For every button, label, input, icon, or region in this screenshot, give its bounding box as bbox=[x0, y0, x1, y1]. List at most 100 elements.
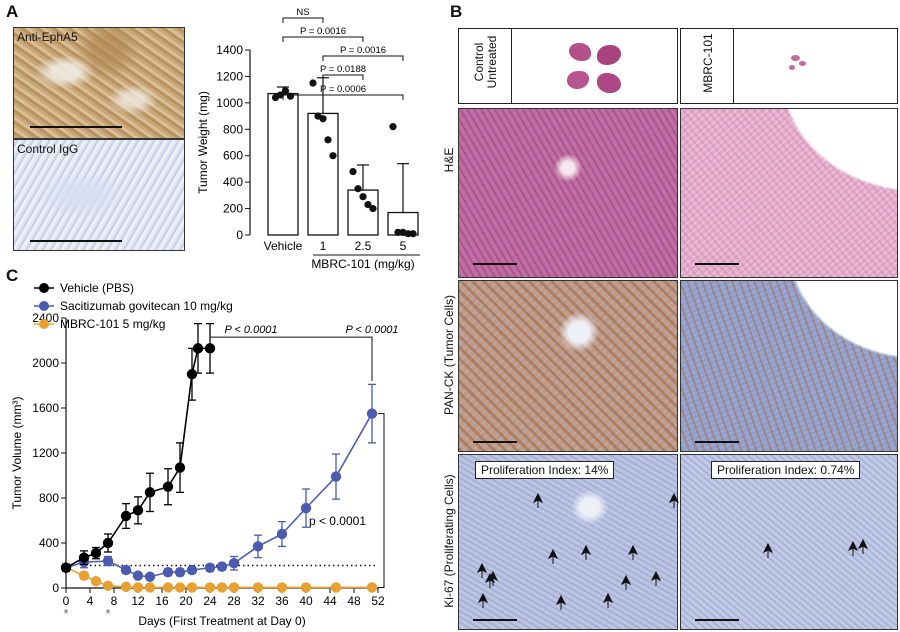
data-point bbox=[329, 152, 337, 160]
y-tick-label: 0 bbox=[52, 581, 59, 595]
data-point bbox=[162, 481, 174, 492]
y-tick-label: 1600 bbox=[32, 401, 59, 415]
ihc-control-igg-image: Control IgG bbox=[13, 139, 185, 251]
arrow-icon bbox=[650, 570, 662, 586]
header-control-untreated-box: Control Untreated bbox=[458, 28, 678, 104]
data-point bbox=[409, 230, 417, 238]
tissue-sample-control bbox=[569, 43, 591, 61]
data-point bbox=[330, 471, 342, 482]
tissue-sample-mbrc101 bbox=[791, 55, 800, 61]
data-point bbox=[102, 555, 114, 567]
y-tick-label: 1000 bbox=[216, 96, 243, 110]
comparison-bracket bbox=[322, 74, 364, 80]
arrow-icon bbox=[555, 594, 567, 610]
x-tick-label: 12 bbox=[131, 594, 145, 608]
x-tick-label: 16 bbox=[155, 594, 169, 608]
header-mbrc101: MBRC-101 bbox=[701, 33, 715, 93]
comparison-label: P = 0.0016 bbox=[340, 45, 386, 56]
proliferation-index-control: Proliferation Index: 14% bbox=[475, 461, 615, 479]
arrow-icon bbox=[762, 542, 774, 558]
data-point bbox=[144, 582, 156, 593]
arrow-icon bbox=[547, 548, 559, 564]
tissue-sample-mbrc101 bbox=[799, 61, 806, 66]
panel-letter-c: C bbox=[6, 266, 19, 285]
comparison-bracket bbox=[378, 413, 385, 588]
x-tick-label: 20 bbox=[179, 594, 193, 608]
legend-label: Vehicle (PBS) bbox=[60, 281, 134, 295]
x-tick-label: 40 bbox=[299, 594, 313, 608]
scale-bar bbox=[695, 619, 739, 621]
data-point bbox=[319, 115, 327, 123]
data-point bbox=[359, 193, 367, 201]
data-point bbox=[366, 582, 378, 593]
arrow-icon bbox=[477, 592, 489, 608]
arrow-icon bbox=[847, 540, 859, 556]
data-point bbox=[186, 582, 198, 593]
y-tick-label: 600 bbox=[223, 149, 243, 163]
x-tick-label: 0 bbox=[63, 594, 70, 608]
x-tick-label: 44 bbox=[323, 594, 337, 608]
panel-letter-a: A bbox=[6, 2, 19, 21]
comparison-bracket bbox=[282, 94, 404, 100]
data-point bbox=[192, 343, 204, 354]
y-tick-label: 2400 bbox=[32, 311, 59, 325]
scale-bar bbox=[473, 619, 517, 621]
y-tick-label: 1200 bbox=[32, 446, 59, 460]
panel-letter-b: B bbox=[450, 2, 463, 21]
data-point bbox=[102, 537, 114, 549]
y-axis-title: Tumor Volume (mm³) bbox=[10, 397, 24, 510]
x-axis-title: MBRC-101 (mg/kg) bbox=[311, 257, 414, 271]
legend-label: Sacitizumab govitecan 10 mg/kg bbox=[60, 299, 233, 313]
data-point bbox=[276, 582, 288, 593]
data-point bbox=[286, 92, 295, 100]
legend-swatch-marker bbox=[39, 283, 49, 293]
scale-bar bbox=[695, 263, 739, 265]
comparison-bracket bbox=[209, 336, 373, 381]
data-point bbox=[324, 136, 332, 144]
tissue-sample-control bbox=[597, 45, 621, 65]
data-point bbox=[90, 576, 102, 587]
data-point bbox=[404, 230, 412, 238]
x-tick-label: 1 bbox=[320, 239, 327, 253]
comparison-label: P = 0.0016 bbox=[300, 26, 346, 37]
bar bbox=[267, 92, 299, 236]
he-control-image bbox=[458, 108, 678, 278]
arrow-icon bbox=[484, 572, 496, 588]
data-point bbox=[216, 561, 228, 572]
data-point bbox=[228, 582, 240, 593]
ki67-mbrc101-image: Proliferation Index: 0.74% bbox=[680, 454, 898, 630]
ihc-anti-epha5-image: Anti-EphA5 bbox=[13, 27, 185, 139]
data-point bbox=[90, 547, 102, 559]
x-axis-title: Days (First Treatment at Day 0) bbox=[138, 614, 305, 628]
data-point bbox=[252, 582, 264, 593]
data-point bbox=[144, 571, 156, 582]
scale-bar bbox=[473, 263, 517, 265]
data-point bbox=[281, 87, 290, 95]
data-point bbox=[228, 558, 240, 569]
data-point bbox=[174, 462, 186, 473]
y-tick-label: 0 bbox=[236, 228, 243, 242]
y-tick-label: 800 bbox=[223, 122, 243, 136]
header-mbrc101-box: MBRC-101 bbox=[680, 28, 898, 104]
data-point bbox=[276, 528, 288, 540]
scale-bar bbox=[30, 240, 122, 242]
arrow-icon bbox=[532, 492, 544, 508]
stain-label-anti-epha5: Anti-EphA5 bbox=[17, 30, 78, 44]
data-point bbox=[60, 562, 72, 573]
x-tick-label: Vehicle bbox=[264, 239, 303, 253]
data-point bbox=[120, 581, 132, 593]
y-tick-label: 400 bbox=[223, 175, 243, 189]
comparison-bracket bbox=[282, 17, 324, 23]
y-tick-label: 1400 bbox=[216, 43, 243, 57]
scale-bar bbox=[30, 126, 122, 128]
legend-label: MBRC-101 5 mg/kg bbox=[60, 317, 165, 331]
data-point bbox=[132, 570, 144, 581]
data-point bbox=[162, 582, 174, 593]
panck-control-image bbox=[458, 280, 678, 452]
x-tick-label: 5 bbox=[400, 239, 407, 253]
data-point bbox=[276, 91, 285, 99]
arrow-icon bbox=[627, 544, 639, 560]
data-point bbox=[364, 201, 372, 209]
asterisk-marker: * bbox=[105, 606, 110, 621]
